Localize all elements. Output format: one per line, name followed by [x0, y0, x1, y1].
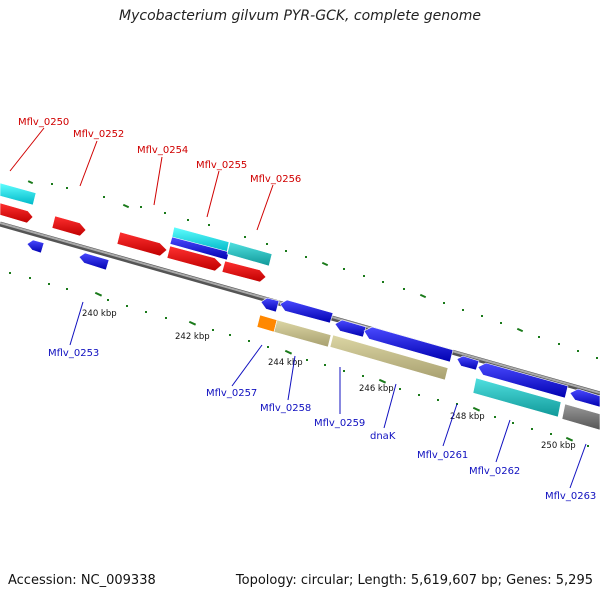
- gene-mflv-0258[interactable]: [273, 319, 332, 348]
- gene-blue-2[interactable]: [334, 319, 367, 338]
- inner-tick-ring: [9, 272, 589, 447]
- gene-mflv-0255b[interactable]: [169, 236, 230, 261]
- label-mflv-0252[interactable]: Mflv_0252: [73, 129, 124, 140]
- gene-mflv-0257[interactable]: [256, 314, 278, 333]
- label-mflv-0250[interactable]: Mflv_0250: [18, 117, 69, 128]
- gene-blue-long-1[interactable]: [279, 299, 334, 324]
- gene-mflv-0253[interactable]: [78, 252, 110, 271]
- leader-mflv-0261: [442, 403, 458, 447]
- gene-mflv-0259[interactable]: [329, 334, 449, 381]
- kbp-scale-labels: 240 kbp 242 kbp 244 kbp 246 kbp 248 kbp …: [82, 309, 576, 451]
- leader-mflv-0256: [256, 184, 274, 231]
- leader-mflv-0253: [69, 301, 84, 346]
- gene-blue-long-3[interactable]: [363, 326, 454, 363]
- leader-mflv-0258: [287, 355, 296, 401]
- gene-red-a[interactable]: [166, 245, 223, 272]
- gene-mflv-0251[interactable]: [0, 202, 34, 224]
- kbp-250: 250 kbp: [541, 441, 576, 451]
- gene-blue-long-5[interactable]: [477, 362, 569, 399]
- genome-title: Mycobacterium gilvum PYR-GCK, complete g…: [119, 8, 481, 24]
- kbp-240: 240 kbp: [82, 309, 117, 319]
- label-mflv-0255[interactable]: Mflv_0255: [196, 160, 247, 171]
- gene-small-blue-left[interactable]: [26, 239, 45, 254]
- forward-strand-genes: [0, 182, 273, 283]
- kbp-248: 248 kbp: [450, 412, 485, 422]
- topology-info: Topology: circular; Length: 5,619,607 bp…: [235, 573, 593, 588]
- leader-mflv-0250: [9, 127, 45, 172]
- gene-mflv-0250[interactable]: [0, 182, 37, 206]
- gene-gray-right[interactable]: [561, 403, 600, 431]
- leader-mflv-0255: [206, 170, 220, 218]
- label-mflv-0258[interactable]: Mflv_0258: [260, 403, 311, 414]
- gene-small-blue-mid[interactable]: [260, 297, 280, 313]
- label-mflv-0261[interactable]: Mflv_0261: [417, 450, 468, 461]
- bottom-gene-labels: Mflv_0253 Mflv_0257 Mflv_0258 Mflv_0259 …: [48, 301, 596, 502]
- label-mflv-0254[interactable]: Mflv_0254: [137, 145, 188, 156]
- label-mflv-0253[interactable]: Mflv_0253: [48, 348, 99, 359]
- leader-mflv-0254: [153, 156, 163, 206]
- kbp-242: 242 kbp: [175, 332, 210, 342]
- kbp-244: 244 kbp: [268, 358, 303, 368]
- label-mflv-0259[interactable]: Mflv_0259: [314, 418, 365, 429]
- leader-mflv-0263: [569, 443, 587, 489]
- outer-tick-ring: [27, 180, 598, 359]
- accession-info: Accession: NC_009338: [8, 573, 156, 588]
- gene-blue-4[interactable]: [456, 355, 480, 371]
- leader-mflv-0257: [231, 344, 263, 387]
- label-mflv-0263[interactable]: Mflv_0263: [545, 491, 596, 502]
- gene-red-b[interactable]: [221, 260, 267, 283]
- kbp-246: 246 kbp: [359, 384, 394, 394]
- gene-mflv-0254[interactable]: [116, 231, 168, 257]
- leader-mflv-0262: [495, 419, 511, 463]
- leader-dnak: [383, 383, 397, 429]
- gene-blue-6[interactable]: [569, 388, 600, 408]
- reverse-strand-genes: [26, 239, 600, 431]
- gene-mflv-0256[interactable]: [226, 241, 273, 267]
- gene-mflv-0252[interactable]: [51, 215, 87, 237]
- top-gene-labels: Mflv_0250 Mflv_0252 Mflv_0254 Mflv_0255 …: [9, 117, 301, 231]
- leader-mflv-0252: [79, 140, 98, 187]
- label-dnak[interactable]: dnaK: [370, 431, 396, 442]
- gene-mflv-0262[interactable]: [472, 377, 562, 418]
- label-mflv-0257[interactable]: Mflv_0257: [206, 388, 257, 399]
- label-mflv-0262[interactable]: Mflv_0262: [469, 466, 520, 477]
- label-mflv-0256[interactable]: Mflv_0256: [250, 174, 301, 185]
